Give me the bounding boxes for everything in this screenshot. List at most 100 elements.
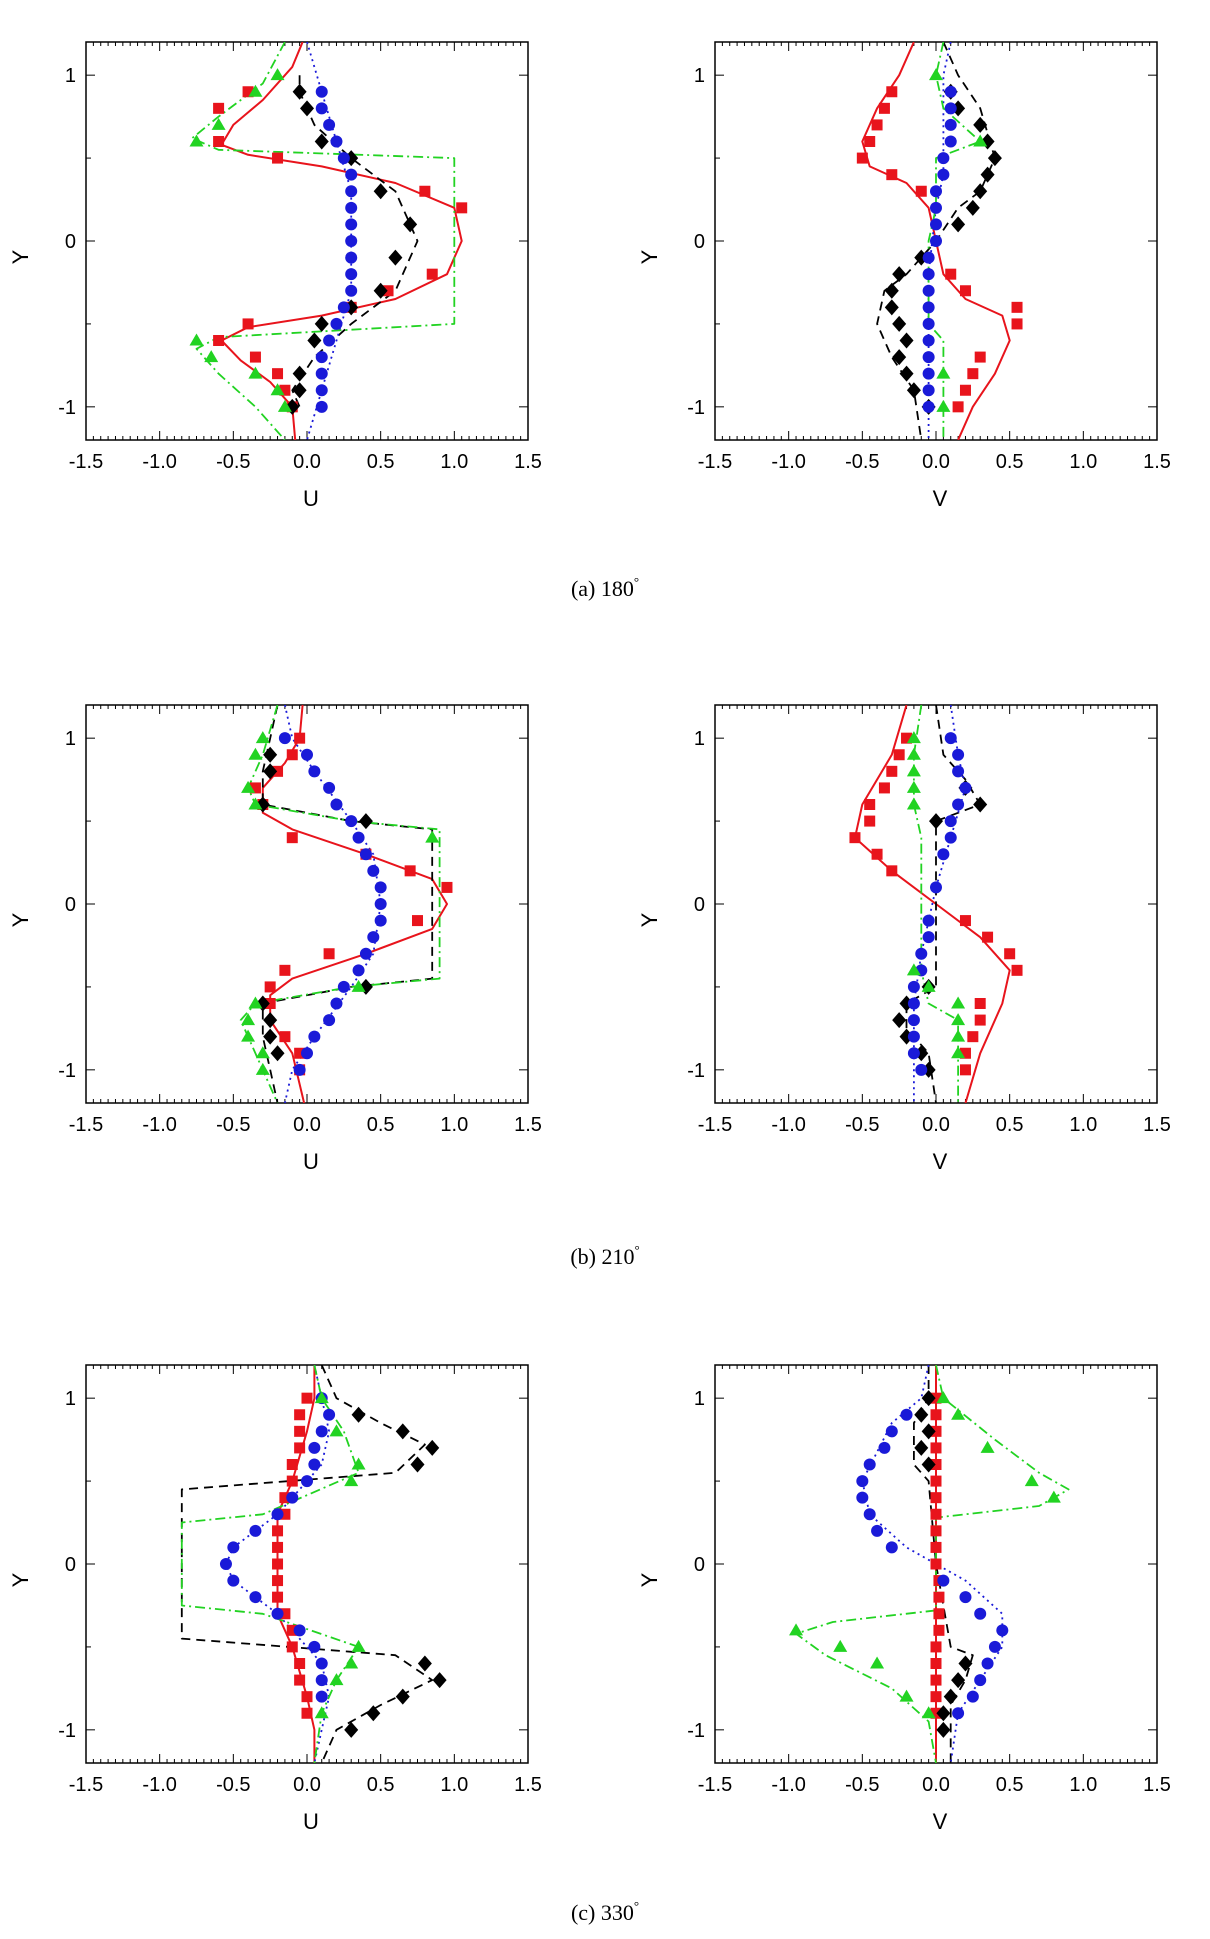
data-point-square <box>974 1014 986 1026</box>
data-point-circle <box>367 931 380 944</box>
y-axis-label: Y <box>637 1572 662 1587</box>
data-point-circle <box>345 251 358 264</box>
data-point-diamond <box>425 1439 440 1456</box>
data-point-square <box>930 1508 942 1520</box>
data-point-triangle <box>899 1689 914 1702</box>
data-point-circle <box>907 1014 920 1027</box>
data-point-diamond <box>358 813 373 830</box>
data-point-triangle <box>241 780 256 793</box>
x-tick-label: 0.0 <box>293 1114 321 1136</box>
y-axis-label: Y <box>8 912 33 927</box>
y-tick-label: 1 <box>694 1388 705 1410</box>
data-point-circle <box>922 317 935 330</box>
data-point-circle <box>952 798 965 811</box>
data-point-circle <box>308 1030 321 1043</box>
data-point-square <box>323 948 335 960</box>
data-point-diamond <box>314 315 329 332</box>
plot-area <box>856 42 1023 440</box>
data-point-circle <box>907 980 920 993</box>
data-point-circle <box>930 185 942 198</box>
y-tick-label: -1 <box>687 397 705 419</box>
data-point-circle <box>315 102 328 115</box>
data-point-circle <box>922 251 935 264</box>
x-tick-label: -1.0 <box>771 451 805 473</box>
data-point-circle <box>922 301 935 314</box>
data-point-diamond <box>255 995 270 1012</box>
data-point-circle <box>330 317 343 330</box>
data-point-circle <box>944 118 957 131</box>
data-point-diamond <box>270 1045 285 1062</box>
data-point-circle <box>345 284 358 297</box>
data-point-square <box>272 765 284 777</box>
plot-area <box>239 705 453 1103</box>
data-point-circle <box>937 848 950 861</box>
data-point-circle <box>345 815 358 828</box>
x-tick-label: -0.5 <box>845 1114 879 1136</box>
data-point-square <box>301 1392 313 1404</box>
data-point-square <box>930 1658 942 1669</box>
data-point-square <box>301 1707 313 1719</box>
data-point-square <box>915 185 927 197</box>
data-point-circle <box>323 1408 336 1421</box>
x-tick-label: 0.0 <box>922 1114 950 1136</box>
data-point-diamond <box>307 332 322 349</box>
data-point-diamond <box>951 216 966 233</box>
x-tick-label: -0.5 <box>845 1774 879 1796</box>
data-point-circle <box>227 1574 240 1587</box>
caption-b: (b) 210° <box>570 1242 639 1269</box>
data-point-circle <box>271 1607 284 1620</box>
data-point-circle <box>885 1541 898 1554</box>
data-point-square <box>1004 948 1016 960</box>
data-point-triangle <box>255 1062 270 1075</box>
data-point-triangle <box>870 1656 885 1669</box>
data-point-diamond <box>432 1672 447 1689</box>
x-axis-label: V <box>933 1149 948 1174</box>
data-point-circle <box>915 947 928 960</box>
data-point-circle <box>278 732 291 745</box>
data-point-circle <box>219 1558 232 1570</box>
data-point-square <box>272 1558 284 1570</box>
data-point-square <box>878 782 890 794</box>
data-point-circle <box>323 781 336 794</box>
x-tick-label: -1.5 <box>69 1774 103 1796</box>
data-point-diamond <box>892 1012 907 1029</box>
data-point-triangle <box>189 134 204 147</box>
data-point-square <box>849 832 861 844</box>
x-tick-label: 1.5 <box>1143 1774 1171 1796</box>
data-point-diamond <box>373 183 388 200</box>
series-line-dashed <box>180 1365 434 1763</box>
data-point-triangle <box>980 1440 995 1453</box>
data-point-square <box>930 1541 942 1553</box>
data-point-diamond <box>936 1721 951 1738</box>
data-point-circle <box>315 367 328 380</box>
data-point-circle <box>974 1607 987 1620</box>
data-point-circle <box>315 85 328 98</box>
data-point-diamond <box>292 365 307 382</box>
data-point-circle <box>293 1624 306 1637</box>
data-point-diamond <box>351 1406 366 1423</box>
data-point-triangle <box>921 1706 936 1719</box>
data-point-triangle <box>906 731 921 744</box>
x-tick-label: -1.0 <box>771 1114 805 1136</box>
y-tick-label: -1 <box>687 1060 705 1082</box>
data-point-circle <box>315 1657 328 1670</box>
data-point-triangle <box>1046 1490 1061 1503</box>
data-point-square <box>930 1525 942 1537</box>
data-point-square <box>930 1409 942 1421</box>
x-axis-label: U <box>303 1809 319 1834</box>
data-point-diamond <box>884 282 899 299</box>
series-line-dashdot <box>913 705 959 1103</box>
data-point-square <box>930 1558 942 1570</box>
data-point-diamond <box>987 150 1002 167</box>
data-point-square <box>982 931 994 943</box>
chart-panel-b-left: -1.5 -1.0 -0.5 0.0 0.5 1.0 1.5 -1 0 1 U Y <box>8 704 542 1174</box>
data-point-circle <box>315 1425 328 1438</box>
data-point-square <box>279 1031 291 1043</box>
y-tick-label: 0 <box>694 231 705 253</box>
data-point-circle <box>856 1491 869 1504</box>
data-point-circle <box>915 1063 928 1076</box>
x-tick-label: 0.5 <box>367 1774 395 1796</box>
y-tick-label: 0 <box>694 894 705 916</box>
data-point-triangle <box>921 979 936 992</box>
